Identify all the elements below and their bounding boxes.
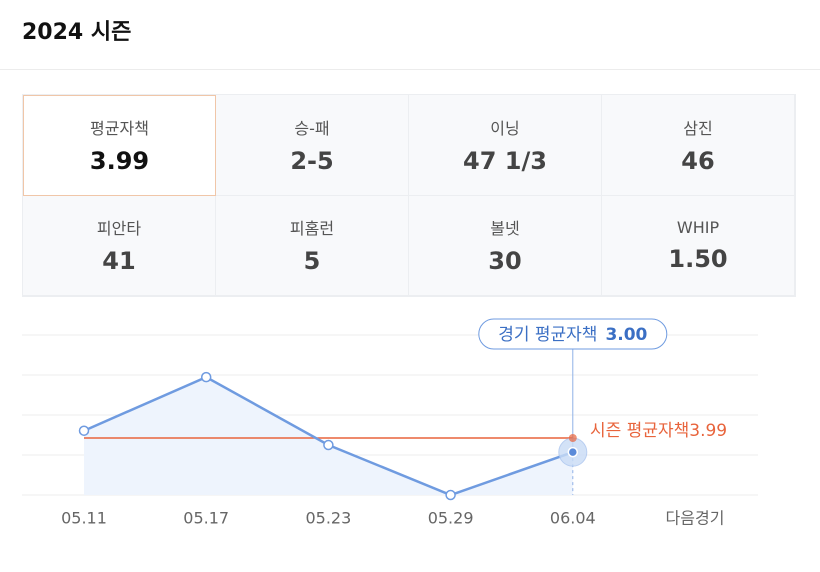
point: [567, 446, 579, 458]
point: [445, 489, 456, 501]
stat-cell[interactable]: 평균자책 3.99: [23, 95, 216, 196]
tooltip-box: [478, 318, 668, 350]
stat-cell[interactable]: 피안타 41: [23, 195, 216, 296]
stat-cell[interactable]: 승-패 2-5: [216, 95, 409, 196]
season-average-name: 시즌 평균자책: [590, 421, 689, 441]
stat-label: 삼진: [683, 118, 713, 138]
area: [84, 377, 573, 495]
stats-grid: 평균자책 3.99 승-패 2-5 이닝 47 1/3 삼진 46 피안타 41 피홈런 5 볼넷 30 W…: [22, 94, 796, 297]
stat-value: 1.50: [668, 244, 728, 273]
x-tick-label: 05.11: [61, 509, 107, 528]
stat-label: 피안타: [96, 219, 142, 239]
tooltip-label: 경기 평균자책: [498, 325, 597, 345]
stat-cell[interactable]: 볼넷 30: [409, 195, 602, 296]
stat-label: 이닝: [490, 118, 520, 138]
header: 2024 시즌: [0, 0, 820, 70]
stat-label: 피홈런: [289, 219, 335, 239]
stat-value: 41: [102, 247, 136, 276]
season-average-dot: [568, 434, 577, 442]
x-tick-label: 다음경기: [666, 509, 725, 528]
stat-cell[interactable]: WHIP 1.50: [602, 195, 795, 296]
stat-cell[interactable]: 이닝 47 1/3: [409, 95, 602, 196]
x-tick-label: 05.23: [305, 509, 351, 528]
x-tick-label: 05.29: [428, 509, 474, 528]
stat-cell[interactable]: 피홈런 5: [216, 195, 409, 296]
x-tick-label: 05.17: [183, 509, 229, 528]
season-average-value: 3.99: [689, 421, 727, 441]
stat-value: 2-5: [290, 146, 334, 175]
stat-label: 볼넷: [490, 219, 520, 239]
point: [323, 439, 334, 451]
chart: 05.11 05.17 05.23 05.29 06.04 다음경기 경기 평균자책 3.00…: [22, 318, 758, 528]
tooltip: 경기 평균자책 3.00: [498, 325, 647, 345]
stat-value: 3.99: [89, 147, 150, 176]
stat-label: WHIP: [676, 217, 720, 237]
stat-value: 5: [303, 247, 321, 276]
x-tick-label: 06.04: [550, 509, 596, 528]
stat-label: 평균자책: [90, 119, 149, 139]
stat-value: 46: [681, 146, 715, 175]
point: [78, 425, 90, 436]
stat-value: 30: [488, 247, 522, 276]
tooltip-value: 3.00: [605, 325, 647, 345]
stat-label: 승-패: [294, 118, 330, 138]
title: 2024 시즌: [22, 20, 132, 45]
stat-cell[interactable]: 삼진 46: [602, 95, 795, 196]
season-average-label: 시즌 평균자책3.99: [590, 421, 727, 441]
point: [200, 371, 212, 383]
stat-value: 47 1/3: [463, 146, 547, 175]
